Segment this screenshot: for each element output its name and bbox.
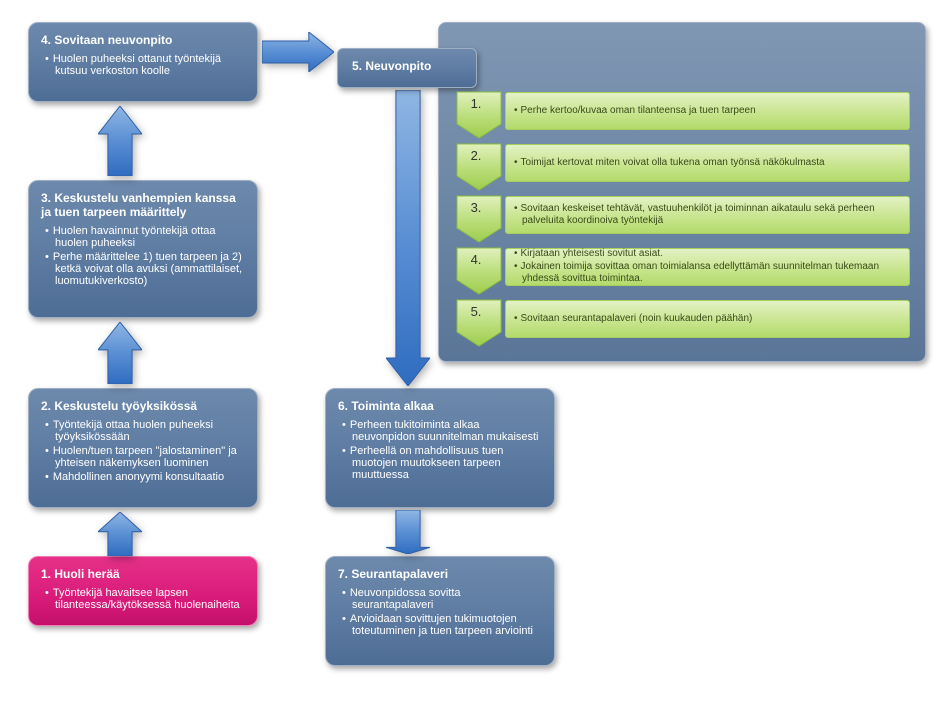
step-text-1: Perhe kertoo/kuvaa oman tilanteensa ja t… [505, 92, 910, 130]
box-2-bullet: Mahdollinen anonyymi konsultaatio [45, 471, 245, 483]
box-3-title: 3. Keskustelu vanhempien kanssa ja tuen … [41, 191, 245, 219]
box-2-bullet: Huolen/tuen tarpeen "jalostaminen" ja yh… [45, 445, 245, 469]
arrow-a3_4 [98, 106, 142, 176]
step-text-4: Kirjataan yhteisesti sovitut asiat.Jokai… [505, 248, 910, 286]
box-6-toiminta-alkaa: 6. Toiminta alkaa Perheen tukitoiminta a… [325, 388, 555, 508]
box-5-neuvonpito-header: 5. Neuvonpito [337, 48, 477, 88]
step-chevron-5: 5. [455, 298, 503, 346]
box-1-huoli-heraa: 1. Huoli herää Työntekijä havaitsee laps… [28, 556, 258, 626]
box-7-title: 7. Seurantapalaveri [338, 567, 542, 581]
step-row-5: 5.Sovitaan seurantapalaveri (noin kuukau… [455, 298, 914, 346]
box-7-bullet: Arvioidaan sovittujen tukimuotojen toteu… [342, 613, 542, 637]
step-chevron-2: 2. [455, 142, 503, 190]
box-6-bullet: Perheellä on mahdollisuus tuen muotojen … [342, 445, 542, 481]
box-1-bullet: Työntekijä havaitsee lapsen tilanteessa/… [45, 587, 245, 611]
box-7-seurantapalaveri: 7. Seurantapalaveri Neuvonpidossa sovitt… [325, 556, 555, 666]
box-7-bullet: Neuvonpidossa sovitta seurantapalaveri [342, 587, 542, 611]
step-chevron-1: 1. [455, 90, 503, 138]
box-6-title: 6. Toiminta alkaa [338, 399, 542, 413]
step-row-3: 3.Sovitaan keskeiset tehtävät, vastuuhen… [455, 194, 914, 242]
box-3-bullet: Huolen havainnut työntekijä ottaa huolen… [45, 225, 245, 249]
box-1-title: 1. Huoli herää [41, 567, 245, 581]
step-row-1: 1.Perhe kertoo/kuvaa oman tilanteensa ja… [455, 90, 914, 138]
arrow-a5_6 [386, 90, 430, 386]
box-4-title: 4. Sovitaan neuvonpito [41, 33, 245, 47]
arrow-a2_3 [98, 322, 142, 384]
step-row-2: 2.Toimijat kertovat miten voivat olla tu… [455, 142, 914, 190]
step-chevron-3: 3. [455, 194, 503, 242]
box-5-title: 5. Neuvonpito [352, 59, 431, 73]
box-4-sovitaan-neuvonpito: 4. Sovitaan neuvonpito Huolen puheeksi o… [28, 22, 258, 102]
arrow-a6_7 [386, 510, 430, 554]
box-3-keskustelu-vanhempien: 3. Keskustelu vanhempien kanssa ja tuen … [28, 180, 258, 318]
arrow-a1_2 [98, 512, 142, 556]
box-2-title: 2. Keskustelu työyksikössä [41, 399, 245, 413]
box-2-bullet: Työntekijä ottaa huolen puheeksi työyksi… [45, 419, 245, 443]
step-text-3: Sovitaan keskeiset tehtävät, vastuuhenki… [505, 196, 910, 234]
box-6-bullet: Perheen tukitoiminta alkaa neuvonpidon s… [342, 419, 542, 443]
box-3-bullet: Perhe määrittelee 1) tuen tarpeen ja 2) … [45, 251, 245, 287]
step-row-4: 4.Kirjataan yhteisesti sovitut asiat.Jok… [455, 246, 914, 294]
box-2-keskustelu-tyoyksikossa: 2. Keskustelu työyksikössä Työntekijä ot… [28, 388, 258, 508]
arrow-a4_5 [262, 32, 334, 72]
step-text-2: Toimijat kertovat miten voivat olla tuke… [505, 144, 910, 182]
step-text-5: Sovitaan seurantapalaveri (noin kuukaude… [505, 300, 910, 338]
step-chevron-4: 4. [455, 246, 503, 294]
box-4-bullet: Huolen puheeksi ottanut työntekijä kutsu… [45, 53, 245, 77]
